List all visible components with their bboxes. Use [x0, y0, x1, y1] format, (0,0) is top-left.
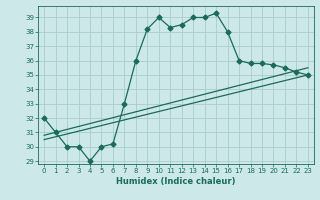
X-axis label: Humidex (Indice chaleur): Humidex (Indice chaleur) — [116, 177, 236, 186]
